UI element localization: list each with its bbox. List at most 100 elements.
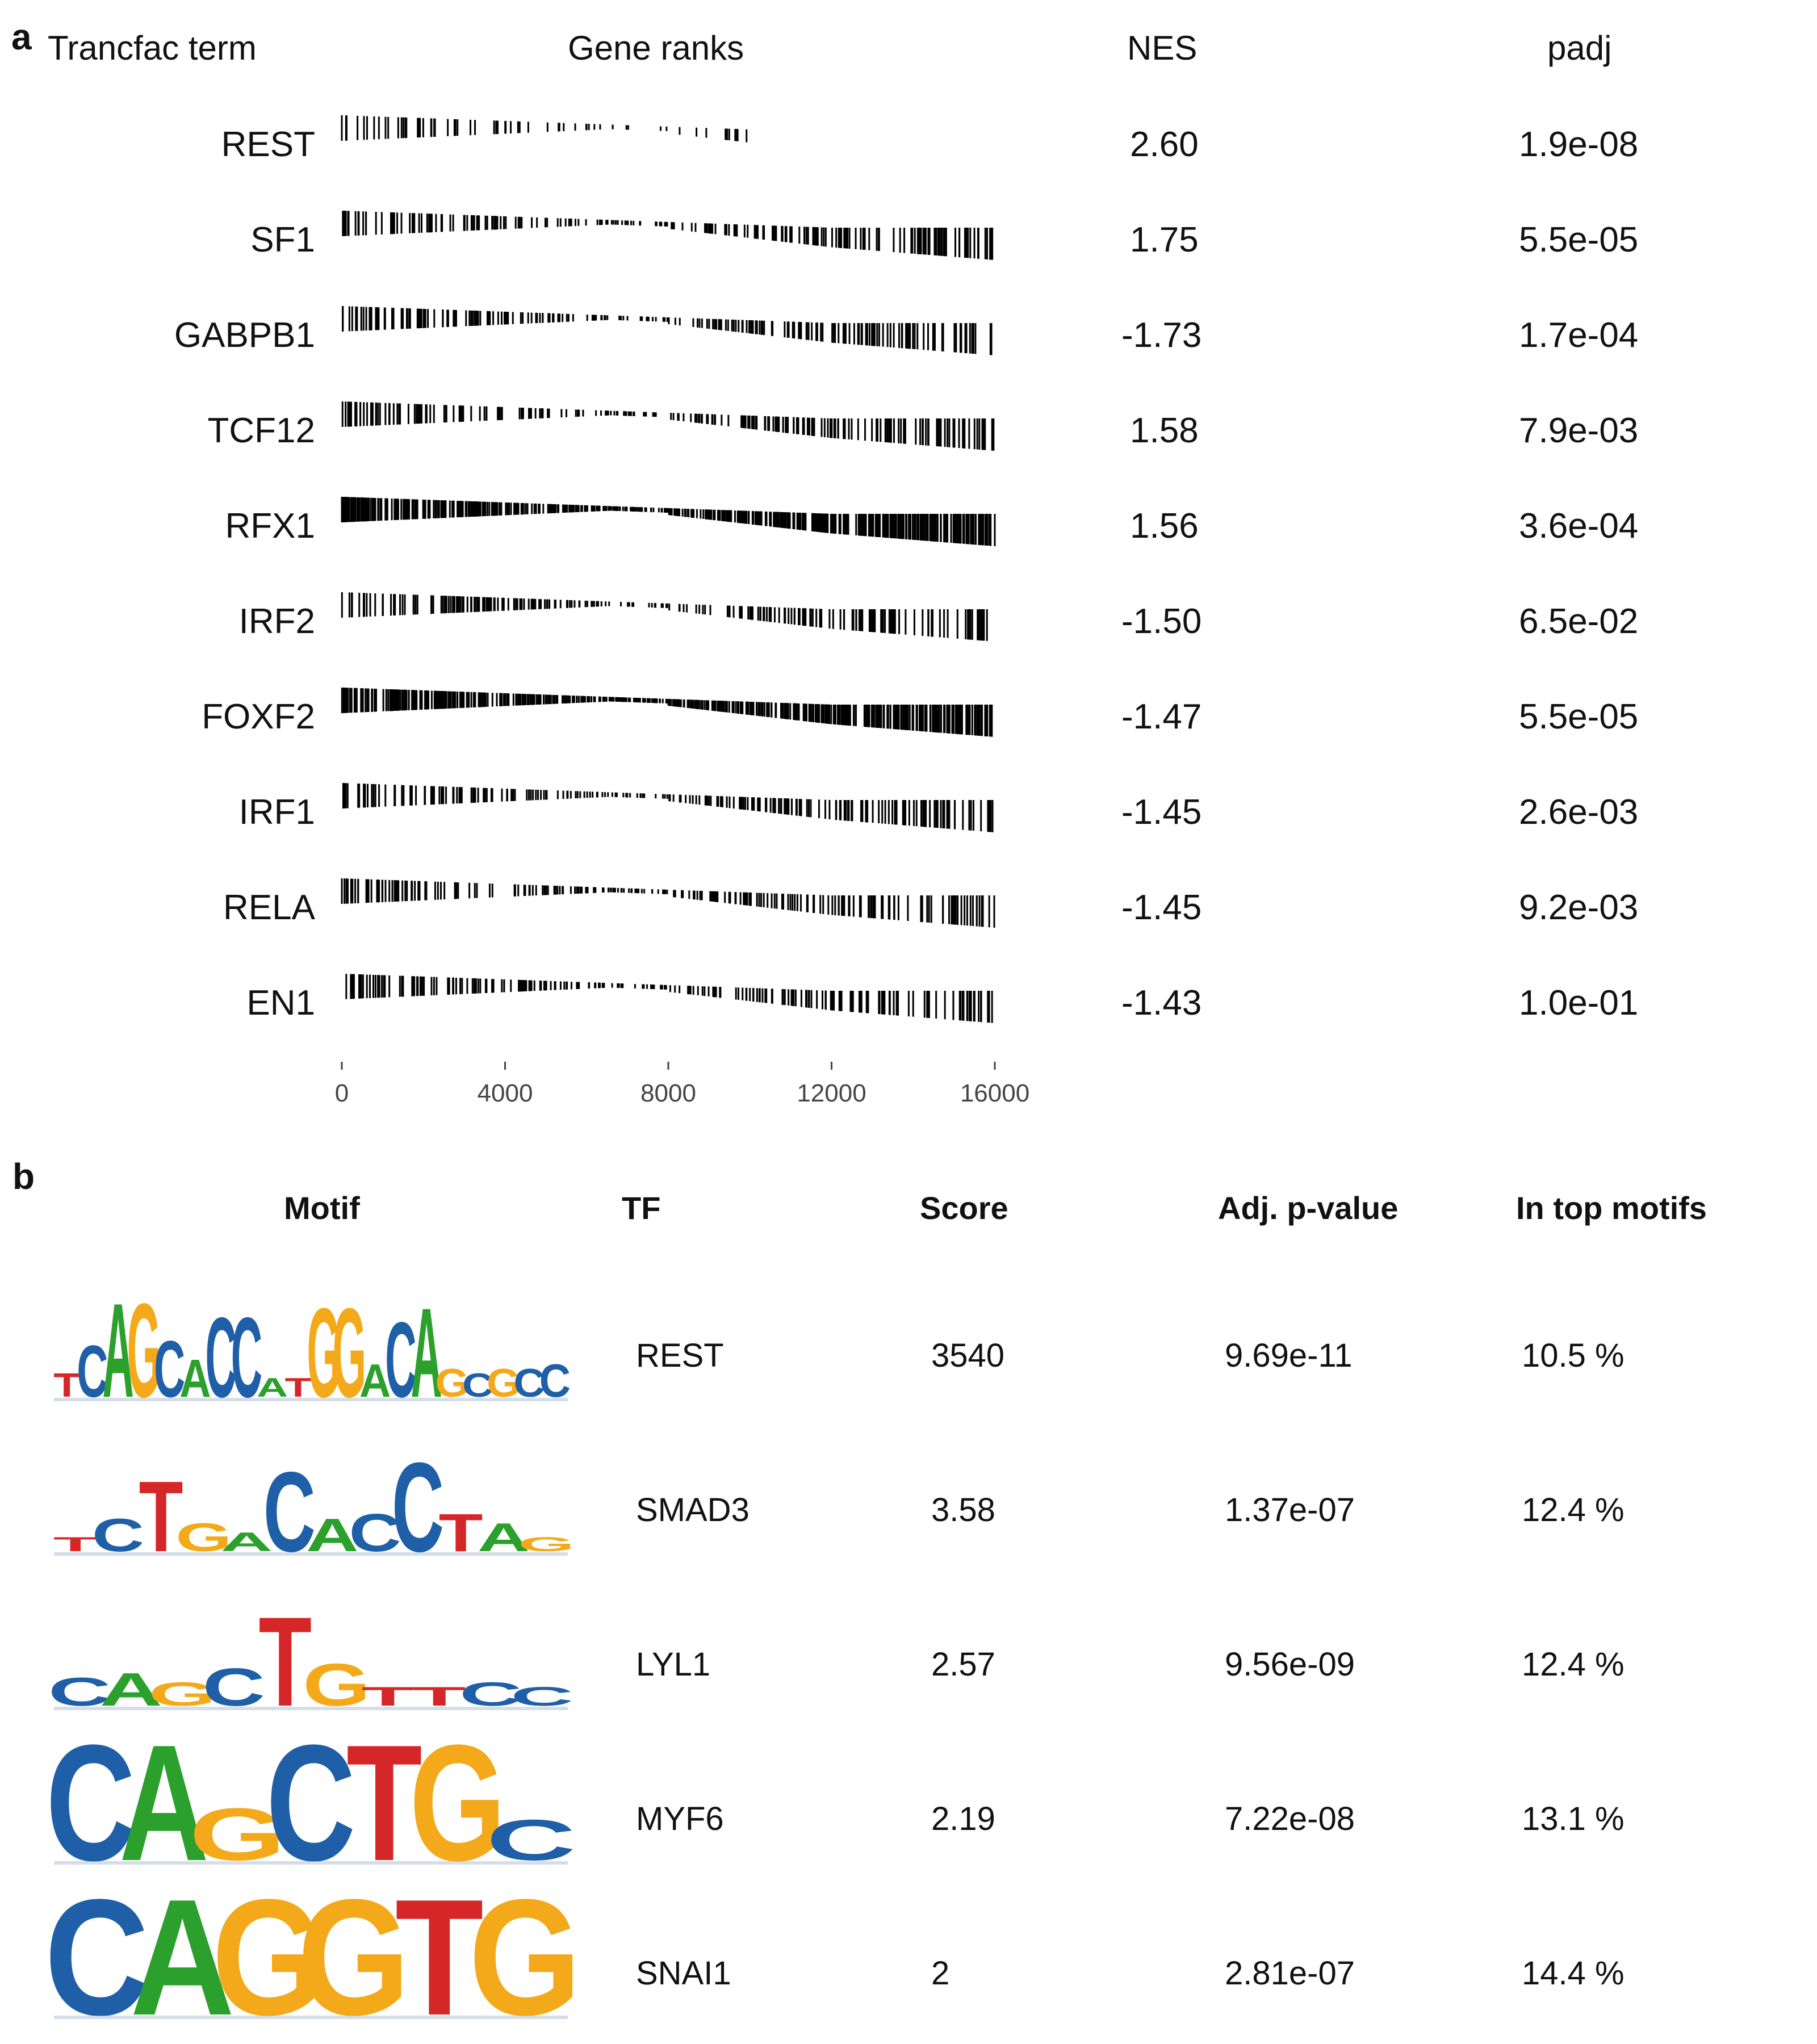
barcode-rela — [341, 878, 995, 928]
logo-baseline-band — [54, 1552, 568, 1556]
logo-baseline-band — [54, 1861, 568, 1865]
nes-value: 1.56 — [1130, 506, 1199, 546]
nes-value: -1.47 — [1121, 697, 1202, 736]
logo-letter-g: G — [298, 1865, 411, 2044]
barcode-irf1 — [342, 783, 994, 832]
logo-letter-g: G — [212, 1865, 325, 2044]
header-padj: padj — [1547, 29, 1612, 67]
logo-letter-a: A — [99, 1664, 162, 1716]
score-value: 3.58 — [931, 1492, 995, 1528]
adj-pvalue: 1.37e-07 — [1225, 1492, 1355, 1528]
score-value: 2.57 — [931, 1646, 995, 1683]
tf-label: SMAD3 — [636, 1492, 750, 1528]
logo-letter-g: G — [127, 1276, 161, 1426]
logo-letter-t: T — [361, 1682, 415, 1712]
panel-a-letter: a — [11, 16, 32, 57]
top-motifs-value: 10.5 % — [1522, 1337, 1625, 1374]
header-gene-ranks: Gene ranks — [568, 29, 744, 67]
x-axis-tick-label: 0 — [335, 1079, 349, 1107]
logo-letter-c: C — [205, 1294, 236, 1422]
padj-value: 6.5e-02 — [1519, 602, 1639, 641]
logo-letter-a: A — [257, 1373, 288, 1403]
nes-value: -1.45 — [1121, 793, 1202, 832]
logo-letter-a: A — [411, 1281, 442, 1425]
adj-pvalue: 7.22e-08 — [1225, 1800, 1355, 1837]
tf-label: REST — [636, 1337, 724, 1374]
barcode-irf2 — [341, 592, 988, 641]
header-motif: Motif — [284, 1190, 360, 1226]
logo-letter-a: A — [119, 1710, 209, 1895]
logo-letter-a: A — [306, 1509, 358, 1561]
padj-value: 1.0e-01 — [1519, 983, 1639, 1023]
logo-letter-c: C — [349, 1502, 401, 1563]
adj-pvalue: 9.56e-09 — [1225, 1646, 1355, 1683]
x-axis-tick-label: 16000 — [960, 1079, 1029, 1107]
padj-value: 5.5e-05 — [1519, 697, 1639, 736]
nes-value: -1.50 — [1121, 602, 1202, 641]
adj-pvalue: 9.69e-11 — [1225, 1337, 1353, 1374]
header-tf: TF — [622, 1190, 661, 1226]
logo-baseline-band — [54, 1398, 568, 1401]
score-value: 2.19 — [931, 1800, 995, 1837]
padj-value: 9.2e-03 — [1519, 888, 1639, 927]
logo-letter-t: T — [346, 1710, 422, 1895]
logo-letter-g: G — [487, 1360, 521, 1406]
header-term: Trancfac term — [48, 29, 257, 67]
logo-letter-c: C — [44, 1865, 149, 2044]
logo-letter-c: C — [46, 1710, 136, 1895]
gene-rank-barcode-chart: 0 4000 8000 12000 16000 — [335, 115, 1029, 1107]
logo-letter-t: T — [438, 1502, 483, 1563]
term-label-irf1: IRF1 — [238, 793, 315, 832]
logo-letter-t: T — [284, 1373, 311, 1403]
logo-letter-g: G — [303, 1651, 370, 1718]
top-motifs-value: 13.1 % — [1522, 1800, 1625, 1837]
header-in-top-motifs: In top motifs — [1516, 1190, 1707, 1226]
top-motifs-value: 14.4 % — [1522, 1955, 1625, 1992]
adj-pvalue: 2.81e-07 — [1225, 1955, 1355, 1992]
logo-letter-a: A — [130, 1865, 235, 2044]
logo-letter-t: T — [53, 1367, 80, 1404]
nes-value: 2.60 — [1130, 125, 1199, 164]
term-label-gabpb1: GABPB1 — [174, 316, 315, 355]
logo-letter-a: A — [179, 1348, 211, 1408]
term-label-en1: EN1 — [246, 983, 315, 1023]
logo-letter-c: C — [77, 1330, 108, 1413]
term-label-sf1: SF1 — [250, 220, 315, 259]
term-label-tcf12: TCF12 — [207, 411, 315, 450]
barcode-en1 — [345, 974, 993, 1023]
logo-baseline-band — [54, 1707, 568, 1710]
logo-letter-a: A — [102, 1276, 133, 1426]
header-adj-pvalue: Adj. p-value — [1218, 1190, 1399, 1226]
nes-value: -1.43 — [1121, 983, 1202, 1023]
logo-letter-g: G — [468, 1865, 581, 2044]
logo-letter-c: C — [92, 1509, 144, 1561]
term-label-rfx1: RFX1 — [225, 506, 315, 546]
nes-value: -1.45 — [1121, 888, 1202, 927]
barcode-foxf2 — [341, 688, 993, 737]
score-value: 3540 — [931, 1337, 1005, 1374]
panel-b-letter: b — [12, 1156, 35, 1197]
padj-value: 3.6e-04 — [1519, 506, 1639, 546]
x-axis-tick-label: 4000 — [478, 1079, 533, 1107]
logo-letter-g: G — [518, 1533, 575, 1556]
logo-letter-c: C — [202, 1657, 265, 1717]
nes-value: -1.73 — [1121, 316, 1202, 355]
logo-letter-a: A — [478, 1515, 530, 1560]
logo-letter-g: G — [175, 1515, 232, 1560]
logo-letter-c: C — [392, 1436, 444, 1578]
logo-letter-g: G — [149, 1676, 216, 1713]
padj-value: 7.9e-03 — [1519, 411, 1639, 450]
term-label-irf2: IRF2 — [238, 602, 315, 641]
nes-value: 1.75 — [1130, 220, 1199, 259]
padj-value: 2.6e-03 — [1519, 793, 1639, 832]
padj-value: 1.9e-08 — [1519, 125, 1639, 164]
logo-letter-c: C — [385, 1300, 416, 1420]
top-motifs-value: 12.4 % — [1522, 1646, 1625, 1683]
nes-value: 1.58 — [1130, 411, 1199, 450]
logo-letter-t: T — [258, 1590, 312, 1733]
header-score: Score — [920, 1190, 1008, 1226]
